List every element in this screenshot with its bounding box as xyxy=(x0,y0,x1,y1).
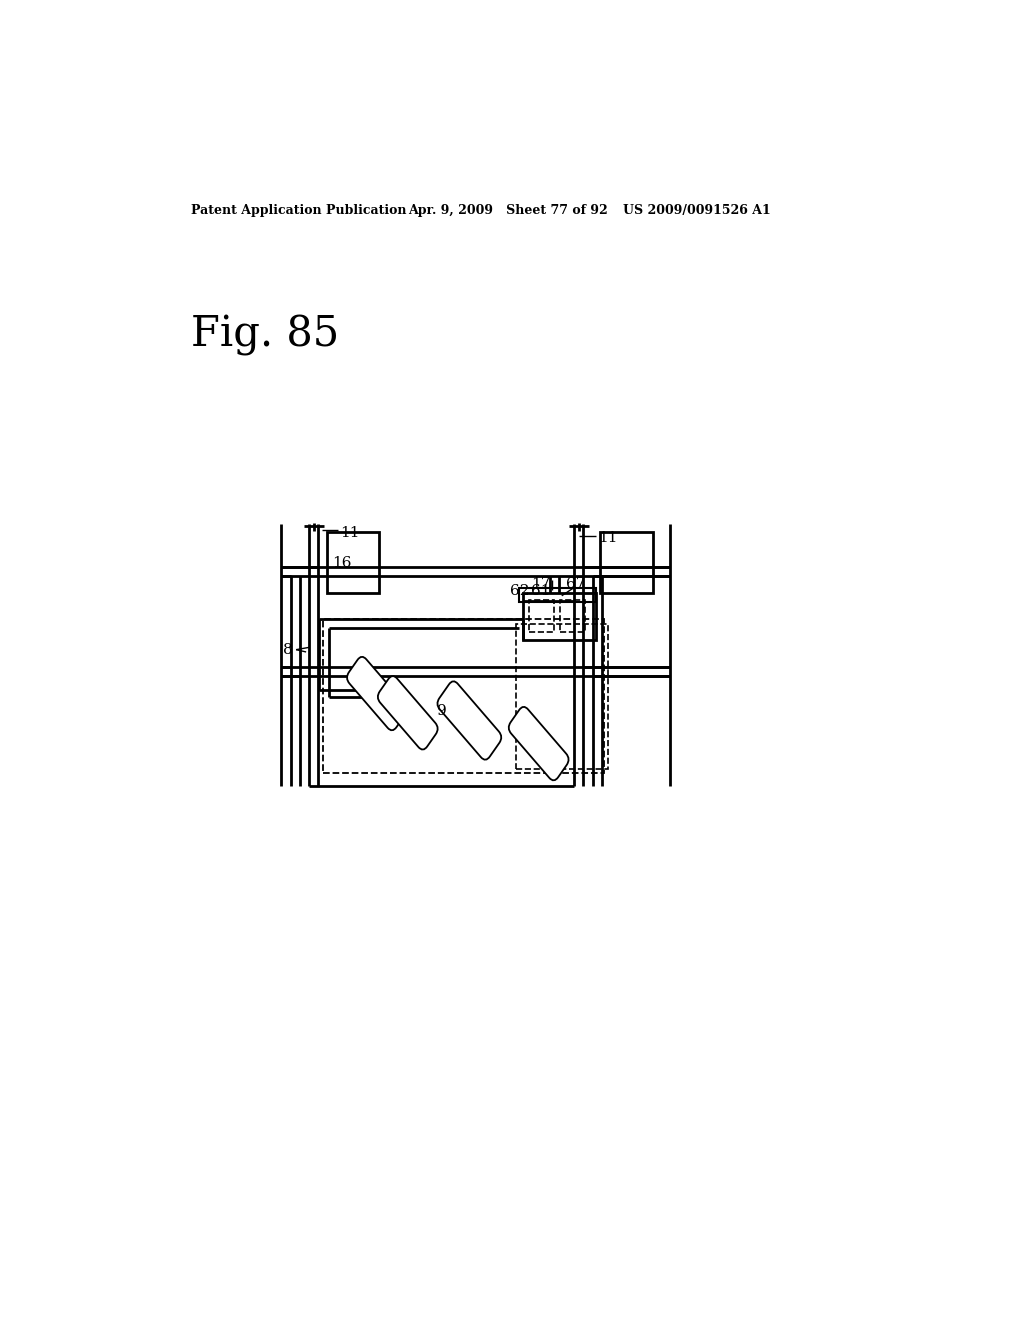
Text: Apr. 9, 2009   Sheet 77 of 92: Apr. 9, 2009 Sheet 77 of 92 xyxy=(408,205,607,218)
Text: 8: 8 xyxy=(283,643,293,656)
Bar xyxy=(323,619,604,774)
Bar xyxy=(529,599,554,632)
Text: 17: 17 xyxy=(531,577,550,591)
Text: 67: 67 xyxy=(565,577,585,591)
Bar xyxy=(523,594,596,640)
Bar xyxy=(560,599,585,632)
Text: 9: 9 xyxy=(437,705,446,718)
Text: Patent Application Publication: Patent Application Publication xyxy=(190,205,407,218)
Text: 11: 11 xyxy=(598,531,617,545)
Text: 62: 62 xyxy=(510,585,529,598)
Text: US 2009/0091526 A1: US 2009/0091526 A1 xyxy=(624,205,771,218)
FancyBboxPatch shape xyxy=(347,657,407,730)
Bar xyxy=(327,532,379,594)
Text: Fig. 85: Fig. 85 xyxy=(190,314,339,356)
Text: 16: 16 xyxy=(333,556,352,570)
FancyBboxPatch shape xyxy=(509,706,568,780)
Text: 61: 61 xyxy=(531,585,551,598)
Bar xyxy=(515,624,608,770)
Bar xyxy=(600,532,652,594)
FancyBboxPatch shape xyxy=(378,676,437,750)
FancyBboxPatch shape xyxy=(437,681,502,760)
Text: 11: 11 xyxy=(340,525,359,540)
Bar xyxy=(519,589,596,602)
